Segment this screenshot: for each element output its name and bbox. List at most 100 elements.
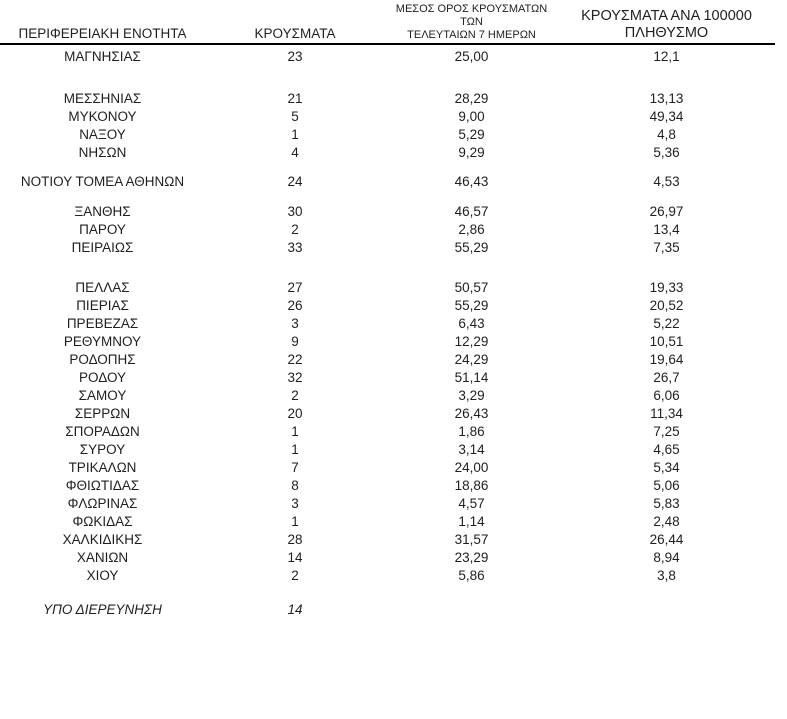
cell-per100k: 7,25 — [653, 424, 680, 439]
header-row: ΠΕΡΙΦΕΡΕΙΑΚΗ ΕΝΟΤΗΤΑ ΚΡΟΥΣΜΑΤΑ ΜΕΣΟΣ ΟΡΟ… — [0, 0, 775, 45]
cell-avg7: 50,57 — [454, 280, 489, 295]
table-row: ΣΥΡΟΥ 1 3,14 4,65 — [0, 441, 775, 459]
cell-per100k: 5,34 — [653, 460, 680, 475]
table-row: ΣΠΟΡΑΔΩΝ 1 1,86 7,25 — [0, 423, 775, 441]
cell-avg7: 23,29 — [454, 550, 489, 565]
cell-per100k: 19,64 — [649, 352, 684, 367]
cell-cases: 1 — [291, 514, 299, 529]
cell-region: ΧΑΛΚΙΔΙΚΗΣ — [62, 532, 143, 547]
cell-per100k: 5,36 — [653, 145, 680, 160]
cell-cases: 32 — [287, 370, 303, 385]
cell-region: ΜΕΣΣΗΝΙΑΣ — [63, 91, 142, 106]
cell-cases: 24 — [287, 174, 303, 189]
cell-per100k: 7,35 — [653, 240, 680, 255]
cell-avg7: 25,00 — [454, 49, 489, 64]
cell-cases: 4 — [291, 145, 299, 160]
spacer-row — [0, 162, 775, 173]
cell-per100k: 3,8 — [657, 568, 676, 583]
cell-region: ΧΑΝΙΩΝ — [76, 550, 129, 565]
spacer-cell — [0, 162, 775, 173]
cell-avg7: 1,86 — [458, 424, 485, 439]
cell-region: ΝΑΞΟΥ — [79, 127, 126, 142]
cell-per100k: 13,4 — [653, 222, 680, 237]
cell-cases: 30 — [287, 204, 303, 219]
cell-avg7 — [385, 601, 558, 619]
cell-per100k: 26,7 — [653, 370, 680, 385]
cell-cases: 3 — [291, 496, 299, 511]
table-body: ΜΑΓΝΗΣΙΑΣ 23 25,00 12,1 ΜΕΣΣΗΝΙΑΣ 21 28,29 13,1… — [0, 44, 775, 619]
cell-per100k: 8,94 — [653, 550, 680, 565]
spacer-row — [0, 257, 775, 279]
cell-avg7: 1,14 — [458, 514, 485, 529]
cell-cases: 23 — [287, 49, 303, 64]
cell-region: ΠΕΛΛΑΣ — [75, 280, 130, 295]
cell-avg7: 51,14 — [454, 370, 489, 385]
header-avg-7day-line2: ΤΕΛΕΥΤΑΙΩΝ 7 ΗΜΕΡΩΝ — [407, 29, 536, 41]
table-row: ΦΛΩΡΙΝΑΣ 3 4,57 5,83 — [0, 495, 775, 513]
cell-region: ΣΕΡΡΩΝ — [74, 406, 131, 421]
cell-avg7: 12,29 — [454, 334, 489, 349]
table-row: ΦΘΙΩΤΙΔΑΣ 8 18,86 5,06 — [0, 477, 775, 495]
cell-avg7: 24,29 — [454, 352, 489, 367]
header-cases-label: ΚΡΟΥΣΜΑΤΑ — [254, 26, 336, 41]
cell-avg7: 55,29 — [454, 298, 489, 313]
spacer-row — [0, 191, 775, 203]
cell-region: ΦΩΚΙΔΑΣ — [72, 514, 133, 529]
table-row: ΠΙΕΡΙΑΣ 26 55,29 20,52 — [0, 297, 775, 315]
header-cases: ΚΡΟΥΣΜΑΤΑ — [205, 0, 385, 45]
table-row: ΜΑΓΝΗΣΙΑΣ 23 25,00 12,1 — [0, 48, 775, 66]
cell-region: ΠΡΕΒΕΖΑΣ — [66, 316, 139, 331]
cell-avg7: 31,57 — [454, 532, 489, 547]
cell-per100k: 49,34 — [649, 109, 684, 124]
cell-region: ΜΥΚΟΝΟΥ — [68, 109, 137, 124]
cell-avg7: 55,29 — [454, 240, 489, 255]
cell-avg7: 6,43 — [458, 316, 485, 331]
cell-avg7: 46,57 — [454, 204, 489, 219]
table-header: ΠΕΡΙΦΕΡΕΙΑΚΗ ΕΝΟΤΗΤΑ ΚΡΟΥΣΜΑΤΑ ΜΕΣΟΣ ΟΡΟ… — [0, 0, 775, 45]
cell-cases: 5 — [291, 109, 299, 124]
table-row: ΧΙΟΥ 2 5,86 3,8 — [0, 567, 775, 585]
cell-region: ΝΟΤΙΟΥ ΤΟΜΕΑ ΑΘΗΝΩΝ — [20, 174, 185, 189]
spacer-cell — [0, 585, 775, 601]
spacer-row — [0, 585, 775, 601]
cell-region: ΧΙΟΥ — [86, 568, 119, 583]
cell-avg7: 26,43 — [454, 406, 489, 421]
cell-region: ΜΑΓΝΗΣΙΑΣ — [64, 49, 141, 64]
cell-avg7: 5,29 — [458, 127, 485, 142]
cell-per100k: 11,34 — [650, 406, 683, 421]
cell-per100k: 13,13 — [649, 91, 684, 106]
cell-avg7: 28,29 — [454, 91, 489, 106]
cell-cases: 2 — [291, 388, 299, 403]
cell-cases: 21 — [287, 91, 303, 106]
cell-avg7: 3,14 — [458, 442, 485, 457]
cell-avg7: 9,00 — [458, 109, 485, 124]
cell-cases: 2 — [291, 568, 299, 583]
table-row: ΝΟΤΙΟΥ ΤΟΜΕΑ ΑΘΗΝΩΝ 24 46,43 4,53 — [0, 173, 775, 191]
cell-per100k: 4,8 — [657, 127, 676, 142]
cell-region: ΡΟΔΟΠΗΣ — [69, 352, 136, 367]
cell-avg7: 46,43 — [454, 174, 489, 189]
cell-per100k: 4,53 — [653, 174, 680, 189]
cell-per100k: 26,44 — [649, 532, 684, 547]
cell-cases: 2 — [291, 222, 299, 237]
cell-cases: 7 — [291, 460, 299, 475]
cell-per100k: 6,06 — [653, 388, 680, 403]
cell-per100k: 4,65 — [653, 442, 680, 457]
table-row: ΠΕΙΡΑΙΩΣ 33 55,29 7,35 — [0, 239, 775, 257]
header-per-100k-line2: ΠΛΗΘΥΣΜΟ — [624, 25, 709, 41]
table-row: ΜΕΣΣΗΝΙΑΣ 21 28,29 13,13 — [0, 90, 775, 108]
cell-cases: 28 — [287, 532, 303, 547]
cell-avg7: 24,00 — [454, 460, 489, 475]
cell-region: ΥΠΟ ΔΙΕΡΕΥΝΗΣΗ — [43, 602, 162, 617]
cell-cases: 14 — [287, 602, 303, 617]
cell-avg7: 2,86 — [458, 222, 485, 237]
spacer-cell — [0, 66, 775, 90]
table-row: ΦΩΚΙΔΑΣ 1 1,14 2,48 — [0, 513, 775, 531]
cell-region: ΝΗΣΩΝ — [78, 145, 127, 160]
header-per-100k-line1: ΚΡΟΥΣΜΑΤΑ ΑΝΑ 100000 — [581, 8, 752, 24]
cell-per100k: 2,48 — [653, 514, 680, 529]
table-row: ΠΡΕΒΕΖΑΣ 3 6,43 5,22 — [0, 315, 775, 333]
cell-avg7: 5,86 — [458, 568, 485, 583]
table-row: ΡΟΔΟΠΗΣ 22 24,29 19,64 — [0, 351, 775, 369]
